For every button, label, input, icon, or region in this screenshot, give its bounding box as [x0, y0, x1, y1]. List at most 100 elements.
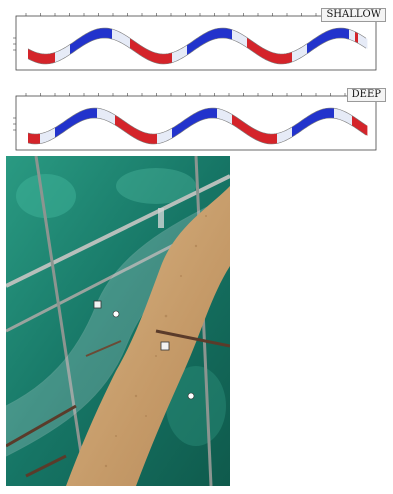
- channel-segment: [259, 131, 263, 143]
- channel-segment: [76, 112, 80, 124]
- channel-segment: [67, 44, 71, 57]
- channel-segment: [70, 42, 74, 55]
- channel-segment: [313, 111, 317, 124]
- channel-segment: [136, 42, 140, 55]
- channel-segment: [346, 28, 350, 40]
- channel-segment: [160, 132, 164, 144]
- channel-segment: [148, 133, 152, 144]
- channel-segment: [52, 127, 56, 140]
- channel-segment: [100, 108, 104, 120]
- channel-segment: [289, 126, 293, 139]
- channel-segment: [271, 52, 275, 63]
- channel-segment: [229, 28, 233, 40]
- channel-segment: [55, 51, 59, 63]
- channel-segment: [238, 32, 242, 44]
- channel-segment: [91, 108, 95, 119]
- channel-segment: [79, 110, 83, 123]
- channel-segment: [313, 37, 317, 50]
- channel-segment: [325, 30, 329, 43]
- channel-segment: [286, 52, 290, 64]
- channel-segment: [259, 45, 263, 58]
- channel-segment: [247, 124, 251, 137]
- channel-segment: [151, 51, 155, 63]
- channel-segment: [37, 52, 41, 64]
- channel-segment: [118, 116, 122, 129]
- channel-segment: [280, 53, 284, 64]
- channel-segment: [193, 112, 197, 125]
- channel-segment: [220, 109, 224, 120]
- channel-segment: [88, 31, 92, 43]
- channel-segment: [79, 36, 83, 49]
- marker: [112, 310, 120, 318]
- channel-segment: [190, 41, 194, 54]
- channel-segment: [61, 121, 65, 134]
- channel-segment: [355, 117, 359, 130]
- channel-segment: [34, 51, 38, 63]
- channel-segment: [328, 29, 332, 41]
- channel-segment: [304, 43, 308, 56]
- channel-segment: [91, 29, 95, 42]
- channel-segment: [241, 33, 245, 46]
- channel-segment: [358, 119, 362, 132]
- channel-segment: [343, 110, 347, 123]
- channel-segment: [31, 50, 35, 62]
- channel-segment: [214, 28, 218, 40]
- channel-segment: [37, 133, 41, 144]
- channel-segment: [211, 108, 215, 119]
- channel-segment: [211, 29, 215, 41]
- channel-segment: [331, 28, 335, 40]
- channel-segment: [82, 109, 86, 121]
- channel-segment: [262, 132, 266, 144]
- channel-segment: [178, 122, 182, 135]
- channel-segment: [274, 52, 278, 64]
- channel-segment: [190, 114, 194, 127]
- channel-segment: [103, 28, 107, 39]
- channel-segment: [226, 28, 230, 39]
- channel-segment: [103, 109, 107, 121]
- channel-segment: [133, 40, 137, 53]
- channel-segment: [247, 37, 251, 50]
- channel-segment: [208, 108, 212, 119]
- channel-segment: [361, 35, 365, 47]
- channel-segment: [199, 35, 203, 47]
- channel-segment: [229, 112, 233, 125]
- channel-segment: [142, 131, 146, 143]
- channel-segment: [55, 125, 59, 138]
- channel-segment: [301, 118, 305, 131]
- channel-segment: [163, 53, 167, 64]
- channel-segment: [202, 109, 206, 120]
- channel-segment: [349, 29, 353, 41]
- channel-segment: [277, 53, 281, 64]
- channel-segment: [97, 28, 101, 40]
- channel-segment: [355, 31, 359, 44]
- channel-segment: [67, 117, 71, 130]
- frame-rail: [6, 174, 230, 288]
- shallow-map-panel: SHALLOW: [10, 6, 388, 72]
- channel-segment: [148, 49, 152, 62]
- channel-segment: [364, 36, 368, 49]
- channel-segment: [127, 123, 131, 136]
- marker: [187, 392, 195, 400]
- channel-segment: [145, 132, 149, 144]
- channel-segment: [235, 116, 239, 129]
- channel-segment: [43, 132, 47, 143]
- channel-segment: [175, 124, 179, 137]
- channel-segment: [172, 51, 176, 63]
- channel-segment: [244, 35, 248, 48]
- channel-segment: [292, 50, 296, 63]
- channel-segment: [157, 53, 161, 64]
- channel-segment: [325, 108, 329, 119]
- channel-segment: [109, 111, 113, 124]
- channel-segment: [181, 46, 185, 59]
- channel-segment: [310, 113, 314, 126]
- channel-segment: [271, 133, 275, 144]
- channel-segment: [262, 47, 266, 60]
- channel-segment: [364, 123, 368, 136]
- channel-segment: [49, 129, 53, 141]
- channel-segment: [169, 128, 173, 140]
- channel-segment: [232, 29, 236, 41]
- channel-segment: [94, 108, 98, 119]
- channel-segment: [196, 36, 200, 49]
- channel-segment: [112, 29, 116, 40]
- channel-segment: [64, 46, 68, 59]
